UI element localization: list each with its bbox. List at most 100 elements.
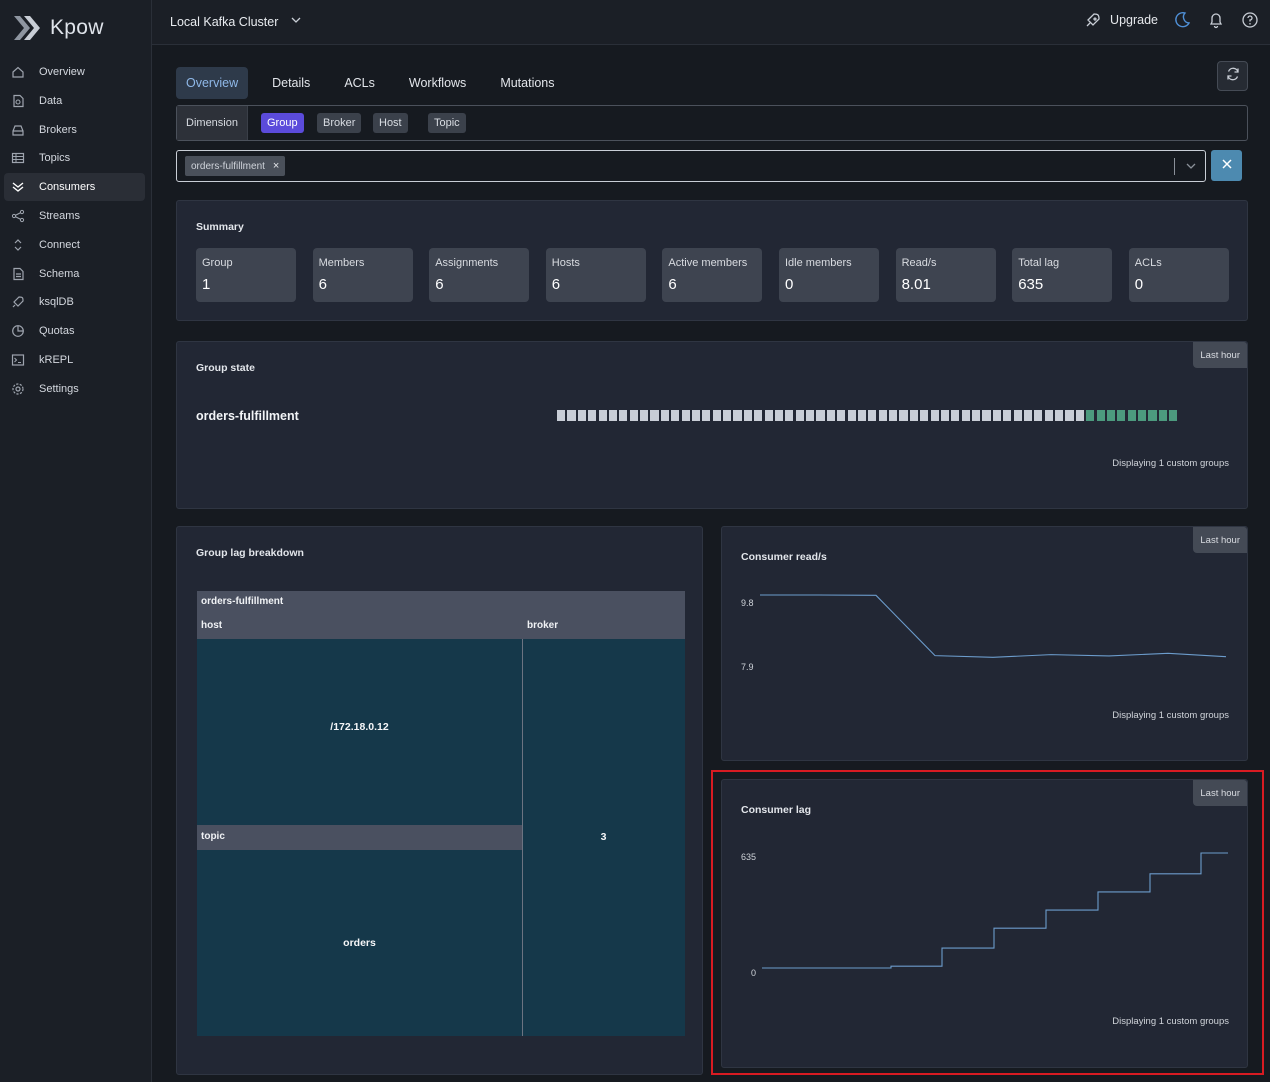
sidebar-item-consumers[interactable]: Consumers xyxy=(4,173,145,202)
stat-label: Hosts xyxy=(551,257,580,269)
treemap-broker-header: broker xyxy=(527,620,559,631)
clear-filter-button[interactable] xyxy=(1211,150,1242,181)
state-segment xyxy=(1086,410,1095,421)
stat-card-total-lag: Total lag 635 xyxy=(1012,248,1113,302)
dimension-bar: Dimension Group Broker Host Topic xyxy=(176,105,1248,141)
cluster-selector[interactable]: Local Kafka Cluster xyxy=(170,14,302,29)
display-note: Displaying 1 custom groups xyxy=(1112,710,1229,721)
state-segment xyxy=(598,410,607,421)
state-segment xyxy=(785,410,794,421)
refresh-button[interactable] xyxy=(1217,61,1248,91)
sidebar-item-brokers[interactable]: Brokers xyxy=(4,116,145,144)
state-segment xyxy=(567,410,576,421)
sidebar-item-overview[interactable]: Overview xyxy=(4,58,145,86)
sidebar-item-label: kREPL xyxy=(39,353,74,366)
stat-value: 6 xyxy=(318,276,327,293)
state-segment xyxy=(1075,410,1084,421)
state-segment xyxy=(733,410,742,421)
sidebar-item-ksqldb[interactable]: ksqlDB xyxy=(4,288,145,316)
logo[interactable]: Kpow xyxy=(12,14,104,42)
treemap-host-value[interactable]: /172.18.0.12 xyxy=(330,721,389,733)
sidebar-item-settings[interactable]: Settings xyxy=(4,375,145,403)
read-line-chart xyxy=(760,594,1227,658)
time-range-button[interactable]: Last hour xyxy=(1193,780,1247,806)
state-segment xyxy=(660,410,669,421)
kpow-logo-icon xyxy=(12,14,42,42)
stat-card-read-s: Read/s 8.01 xyxy=(895,248,996,302)
sidebar-item-label: ksqlDB xyxy=(39,296,74,309)
state-segment xyxy=(1169,410,1178,421)
stat-card-hosts: Hosts 6 xyxy=(545,248,646,302)
state-segment xyxy=(1117,410,1126,421)
rocket-icon xyxy=(11,295,25,309)
divider xyxy=(1174,158,1175,175)
filter-chip[interactable]: orders-fulfillment × xyxy=(185,156,286,176)
consumers-icon xyxy=(11,180,25,194)
chevron-down-icon xyxy=(290,14,302,29)
lag-treemap: orders-fulfillment host broker /172.18.0… xyxy=(197,591,685,1036)
stat-label: ACLs xyxy=(1134,257,1162,269)
group-state-title: Group state xyxy=(196,362,255,374)
dimension-broker-button[interactable]: Broker xyxy=(317,113,362,133)
dimension-group-button[interactable]: Group xyxy=(261,113,304,133)
chevron-down-icon[interactable] xyxy=(1185,159,1197,177)
remove-chip-icon[interactable]: × xyxy=(272,160,280,172)
state-segment xyxy=(640,410,649,421)
state-segment xyxy=(1138,410,1147,421)
sidebar-item-data[interactable]: Data xyxy=(4,87,145,115)
y-tick-label: 7.9 xyxy=(741,662,754,672)
stat-label: Group xyxy=(202,257,233,269)
terminal-icon xyxy=(11,353,25,367)
sidebar-item-streams[interactable]: Streams xyxy=(4,202,145,230)
summary-panel: Summary Group 1 Members 6 Assignments 6 Hosts 6… xyxy=(176,200,1248,321)
tab-mutations[interactable]: Mutations xyxy=(500,76,555,90)
sidebar-item-topics[interactable]: Topics xyxy=(4,144,145,172)
stat-value: 635 xyxy=(1018,276,1044,293)
stat-value: 6 xyxy=(435,276,444,293)
state-segment xyxy=(1023,410,1033,421)
dimension-topic-button[interactable]: Topic xyxy=(428,113,466,133)
close-icon xyxy=(1221,157,1233,175)
state-segment xyxy=(847,410,856,421)
sidebar-item-krepl[interactable]: kREPL xyxy=(4,346,145,374)
series-line xyxy=(762,852,1228,969)
state-segment xyxy=(712,410,721,421)
bell-icon[interactable] xyxy=(1206,10,1226,30)
consumer-read-panel: Consumer read/s Last hour 9.8 7.9 Displa… xyxy=(721,526,1248,761)
state-segment xyxy=(878,410,887,421)
divider xyxy=(522,639,523,1036)
time-range-button[interactable]: Last hour xyxy=(1193,342,1247,368)
sidebar-item-schema[interactable]: Schema xyxy=(4,260,145,288)
data-icon xyxy=(11,94,25,108)
state-segment xyxy=(764,410,773,421)
time-range-button[interactable]: Last hour xyxy=(1193,527,1247,553)
dimension-host-button[interactable]: Host xyxy=(373,113,408,133)
stat-card-assignments: Assignments 6 xyxy=(429,248,530,302)
upgrade-button[interactable]: Upgrade xyxy=(1083,10,1158,30)
state-segment xyxy=(577,410,586,421)
filter-chip-label: orders-fulfillment xyxy=(191,160,265,172)
state-segment xyxy=(806,410,815,421)
sidebar-item-connect[interactable]: Connect xyxy=(4,231,145,259)
main-content: Overview Details ACLs Workflows Mutations Di… xyxy=(152,45,1270,1082)
sidebar-item-label: Overview xyxy=(39,66,85,78)
treemap-broker-value[interactable]: 3 xyxy=(600,831,607,843)
read-chart-title: Consumer read/s xyxy=(741,551,827,563)
help-icon[interactable] xyxy=(1240,10,1260,30)
streams-icon xyxy=(11,209,25,223)
state-segment xyxy=(723,410,732,421)
stat-value: 8.01 xyxy=(901,276,931,293)
group-filter-input[interactable]: orders-fulfillment × xyxy=(176,150,1206,182)
tab-details[interactable]: Details xyxy=(272,76,311,90)
state-segment xyxy=(702,410,711,421)
group-state-timeline xyxy=(557,410,1178,421)
sidebar-item-quotas[interactable]: Quotas xyxy=(4,317,145,345)
treemap-topic-value[interactable]: orders xyxy=(343,937,376,949)
tab-overview[interactable]: Overview xyxy=(176,67,249,99)
state-segment xyxy=(1003,410,1012,421)
state-segment xyxy=(671,410,680,421)
tab-workflows[interactable]: Workflows xyxy=(408,76,467,90)
state-segment xyxy=(608,410,618,421)
tab-acls[interactable]: ACLs xyxy=(344,76,375,90)
moon-icon[interactable] xyxy=(1172,10,1192,30)
